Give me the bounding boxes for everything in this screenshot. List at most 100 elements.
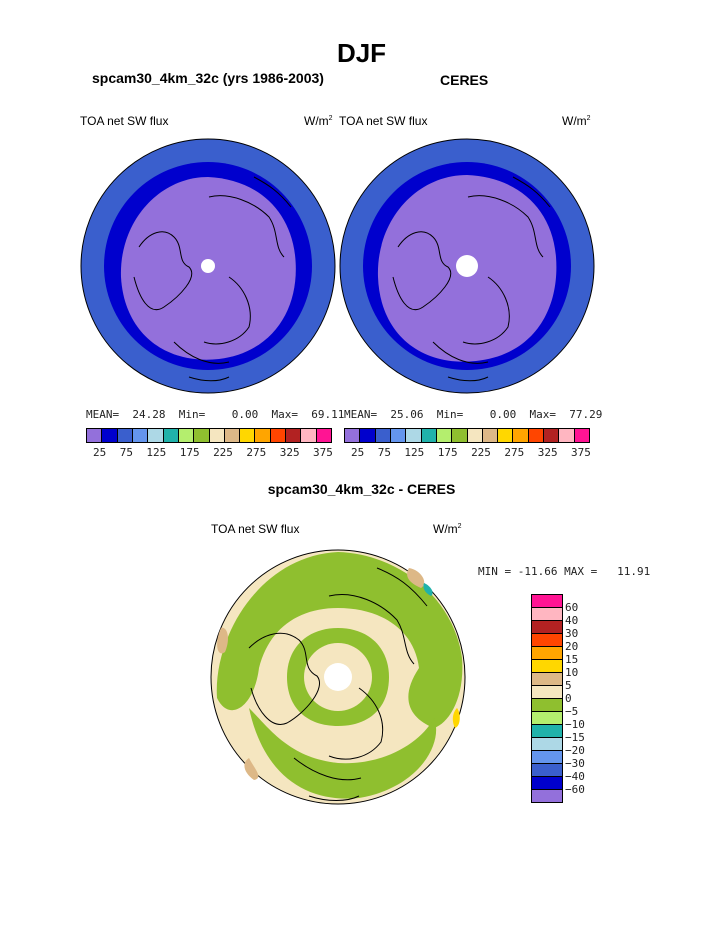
model-colorbar: [86, 428, 332, 443]
colorbar-swatch: [194, 429, 210, 442]
obs-stats: MEAN= 25.06 Min= 0.00 Max= 77.29: [344, 408, 603, 421]
model-stats: MEAN= 24.28 Min= 0.00 Max= 69.11: [86, 408, 345, 421]
colorbar-swatch: [532, 712, 562, 725]
colorbar-tick-label: 275: [504, 446, 525, 459]
obs-colorbar: [344, 428, 590, 443]
colorbar-swatch: [345, 429, 361, 442]
colorbar-tick-label: 15: [565, 653, 579, 666]
colorbar-tick-label: 325: [537, 446, 558, 459]
colorbar-tick-label: 125: [404, 446, 425, 459]
model-units-label: W/m2: [304, 114, 333, 128]
colorbar-tick-label: 0: [565, 692, 572, 705]
colorbar-swatch: [482, 429, 499, 442]
diff-units-label: W/m2: [433, 522, 462, 536]
diff-colorbar: [531, 594, 563, 803]
colorbar-swatch: [360, 429, 376, 442]
colorbar-swatch: [532, 673, 562, 686]
obs-variable-label: TOA net SW flux: [339, 114, 428, 128]
colorbar-swatch: [574, 429, 589, 442]
colorbar-tick-label: 275: [246, 446, 267, 459]
colorbar-swatch: [390, 429, 407, 442]
colorbar-tick-label: −10: [565, 718, 585, 731]
colorbar-swatch: [436, 429, 453, 442]
colorbar-swatch: [532, 725, 562, 738]
colorbar-tick-label: 5: [565, 679, 572, 692]
obs-units-label: W/m2: [562, 114, 591, 128]
colorbar-tick-label: 375: [571, 446, 591, 459]
colorbar-swatch: [163, 429, 179, 442]
colorbar-tick-label: 325: [279, 446, 300, 459]
colorbar-swatch: [544, 429, 560, 442]
colorbar-swatch: [532, 777, 562, 790]
colorbar-swatch: [513, 429, 529, 442]
colorbar-swatch: [532, 790, 562, 802]
colorbar-swatch: [178, 429, 195, 442]
colorbar-tick-label: 60: [565, 601, 579, 614]
colorbar-swatch: [117, 429, 133, 442]
colorbar-tick-label: 20: [565, 640, 579, 653]
colorbar-swatch: [132, 429, 149, 442]
colorbar-tick-label: 175: [179, 446, 200, 459]
model-polar-map: [80, 138, 336, 394]
colorbar-tick-label: −30: [565, 757, 585, 770]
colorbar-tick-label: 75: [119, 446, 133, 459]
colorbar-swatch: [224, 429, 241, 442]
colorbar-swatch: [532, 764, 562, 777]
colorbar-swatch: [467, 429, 483, 442]
colorbar-tick-label: 40: [565, 614, 579, 627]
colorbar-tick-label: −20: [565, 744, 585, 757]
colorbar-swatch: [148, 429, 164, 442]
diff-title: spcam30_4km_32c - CERES: [267, 481, 456, 497]
obs-title: CERES: [440, 72, 489, 88]
colorbar-swatch: [532, 660, 562, 673]
colorbar-swatch: [270, 429, 287, 442]
colorbar-tick-label: −60: [565, 783, 585, 796]
colorbar-swatch: [240, 429, 256, 442]
colorbar-tick-label: 225: [471, 446, 491, 459]
obs-colorbar-ticks: 25 75 125 175 225 275 325 375: [351, 446, 591, 459]
colorbar-tick-label: 175: [437, 446, 458, 459]
colorbar-swatch: [87, 429, 103, 442]
colorbar-tick-label: −5: [565, 705, 579, 718]
model-colorbar-ticks: 25 75 125 175 225 275 325 375: [93, 446, 333, 459]
diff-polar-map: [210, 549, 466, 805]
obs-polar-map: [339, 138, 595, 394]
colorbar-swatch: [532, 647, 562, 660]
colorbar-swatch: [209, 429, 225, 442]
colorbar-swatch: [532, 621, 562, 634]
colorbar-swatch: [406, 429, 422, 442]
colorbar-swatch: [375, 429, 391, 442]
colorbar-tick-label: 225: [213, 446, 233, 459]
model-variable-label: TOA net SW flux: [80, 114, 169, 128]
colorbar-tick-label: 10: [565, 666, 579, 679]
colorbar-swatch: [532, 686, 562, 699]
colorbar-swatch: [532, 608, 562, 621]
colorbar-swatch: [255, 429, 271, 442]
colorbar-tick-label: 375: [313, 446, 333, 459]
colorbar-tick-label: 30: [565, 627, 579, 640]
colorbar-tick-label: 75: [377, 446, 391, 459]
colorbar-tick-label: 25: [93, 446, 107, 459]
colorbar-swatch: [532, 751, 562, 764]
colorbar-swatch: [559, 429, 575, 442]
model-title: spcam30_4km_32c (yrs 1986-2003): [92, 70, 324, 86]
colorbar-swatch: [532, 738, 562, 751]
colorbar-tick-label: 25: [351, 446, 365, 459]
season-title: DJF: [336, 38, 387, 68]
colorbar-swatch: [286, 429, 302, 442]
colorbar-swatch: [421, 429, 437, 442]
colorbar-swatch: [532, 699, 562, 712]
colorbar-swatch: [452, 429, 468, 442]
colorbar-swatch: [532, 595, 562, 608]
diff-variable-label: TOA net SW flux: [211, 522, 300, 536]
colorbar-tick-label: −40: [565, 770, 585, 783]
diff-stats: MIN = -11.66 MAX = 11.91: [478, 565, 651, 578]
colorbar-tick-label: −15: [565, 731, 585, 744]
colorbar-swatch: [301, 429, 317, 442]
colorbar-swatch: [528, 429, 545, 442]
colorbar-swatch: [532, 634, 562, 647]
colorbar-swatch: [102, 429, 118, 442]
colorbar-swatch: [316, 429, 331, 442]
colorbar-tick-label: 125: [146, 446, 167, 459]
colorbar-swatch: [498, 429, 514, 442]
